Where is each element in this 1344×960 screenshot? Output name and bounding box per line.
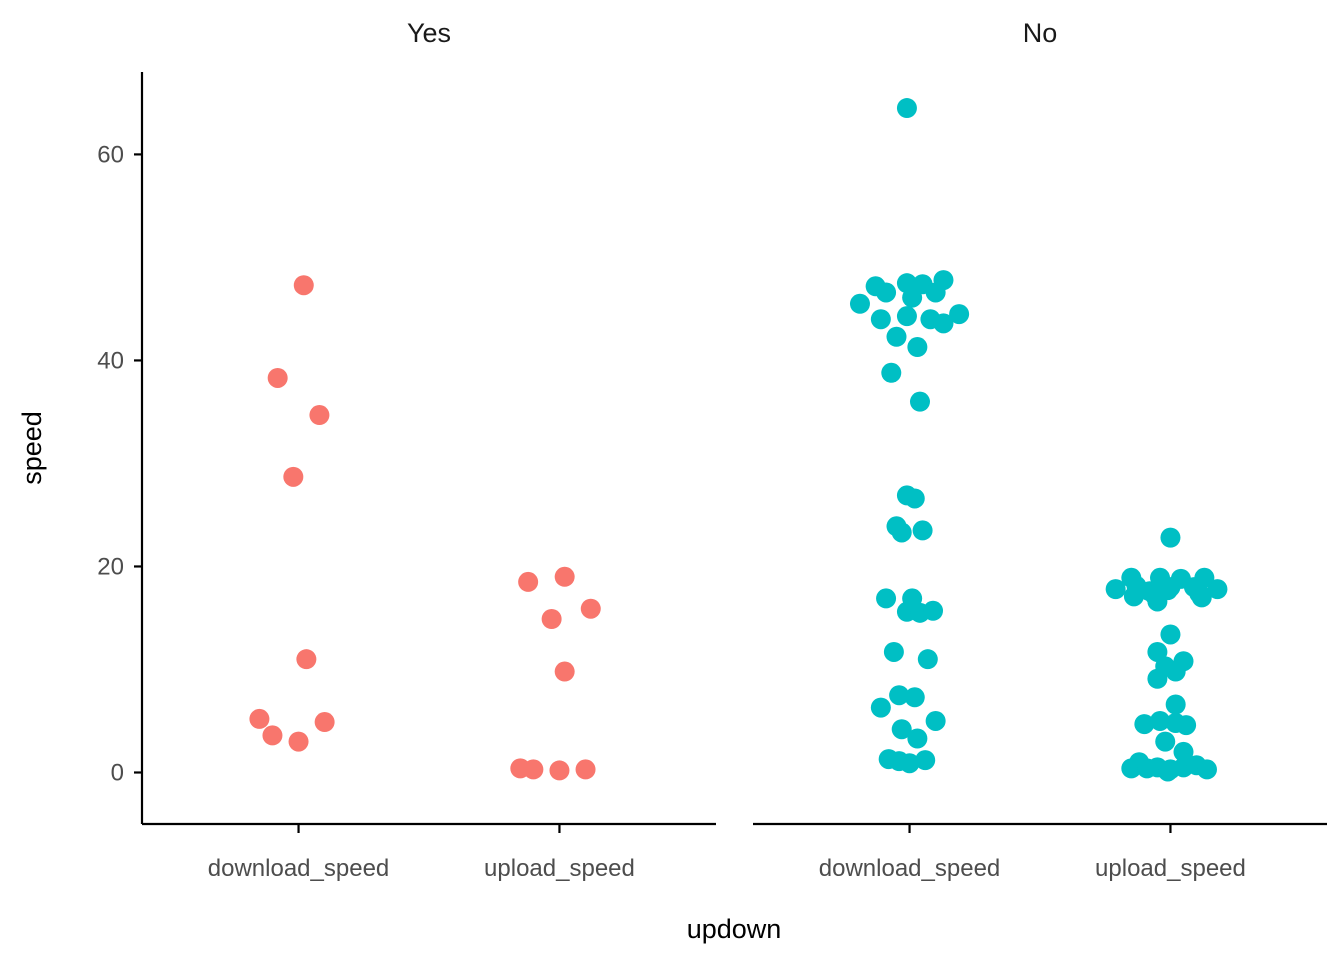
data-point — [896, 98, 917, 119]
y-tick-label: 0 — [111, 759, 124, 786]
data-point — [249, 708, 270, 729]
data-point — [889, 685, 910, 706]
data-point — [309, 405, 330, 426]
x-tick-label: download_speed — [208, 855, 390, 882]
data-point — [1105, 579, 1126, 600]
data-point — [933, 313, 954, 334]
data-point — [1155, 731, 1176, 752]
data-point — [1173, 741, 1194, 762]
data-point — [314, 712, 335, 733]
data-point — [554, 566, 575, 587]
data-point — [1147, 668, 1168, 689]
data-point — [849, 293, 870, 314]
data-point — [296, 649, 317, 670]
data-point — [1150, 710, 1171, 731]
data-point — [899, 753, 920, 774]
facet-strip-label: No — [1023, 18, 1058, 48]
facet-panel-yes: Yes download_speed upload_speed — [142, 18, 716, 882]
data-point — [267, 367, 288, 388]
facet-panel-no: No download_speed upload_speed — [753, 18, 1327, 882]
data-point — [283, 466, 304, 487]
facet-panels: Yes download_speed upload_speed No download_… — [142, 18, 1327, 882]
data-point — [909, 391, 930, 412]
data-point — [1165, 694, 1186, 715]
data-point — [907, 728, 928, 749]
data-point — [891, 719, 912, 740]
y-axis: 0 20 40 60 — [97, 72, 144, 824]
data-point — [907, 337, 928, 358]
data-point — [925, 282, 946, 303]
y-tick-label: 20 — [97, 553, 124, 580]
data-point — [925, 710, 946, 731]
data-point — [902, 287, 923, 308]
data-point — [575, 759, 596, 780]
data-point — [1191, 587, 1212, 608]
y-axis-title: speed — [17, 411, 47, 485]
data-point — [1160, 759, 1181, 780]
data-point — [870, 309, 891, 330]
data-point — [891, 522, 912, 543]
data-point — [523, 759, 544, 780]
facet-strip-label: Yes — [407, 18, 451, 48]
data-point — [881, 362, 902, 383]
y-tick-label: 40 — [97, 347, 124, 374]
data-point — [904, 488, 925, 509]
data-point — [1160, 527, 1181, 548]
data-point — [549, 760, 570, 781]
data-point — [876, 282, 897, 303]
data-point — [518, 571, 539, 592]
data-point — [1176, 715, 1197, 736]
data-point — [886, 326, 907, 347]
data-point — [1196, 759, 1217, 780]
data-point — [912, 520, 933, 541]
x-axis-title: updown — [687, 914, 782, 944]
data-point — [876, 588, 897, 609]
x-tick-label: upload_speed — [484, 855, 635, 882]
data-point — [1160, 624, 1181, 645]
data-point — [915, 750, 936, 771]
data-point — [1123, 586, 1144, 607]
data-point — [288, 731, 309, 752]
data-point — [923, 600, 944, 621]
data-point — [883, 641, 904, 662]
y-tick-label: 60 — [97, 141, 124, 168]
data-point — [870, 697, 891, 718]
data-point — [262, 725, 283, 746]
data-point — [1134, 714, 1155, 735]
data-point — [541, 609, 562, 630]
data-point — [1147, 591, 1168, 612]
data-point — [554, 661, 575, 682]
data-point — [904, 687, 925, 708]
data-point — [949, 304, 970, 325]
x-tick-label: upload_speed — [1095, 855, 1246, 882]
data-point — [580, 598, 601, 619]
data-point — [1165, 661, 1186, 682]
data-point — [293, 275, 314, 296]
data-point — [917, 649, 938, 670]
x-tick-label: download_speed — [819, 855, 1001, 882]
data-point — [896, 306, 917, 327]
data-point — [1207, 579, 1228, 600]
